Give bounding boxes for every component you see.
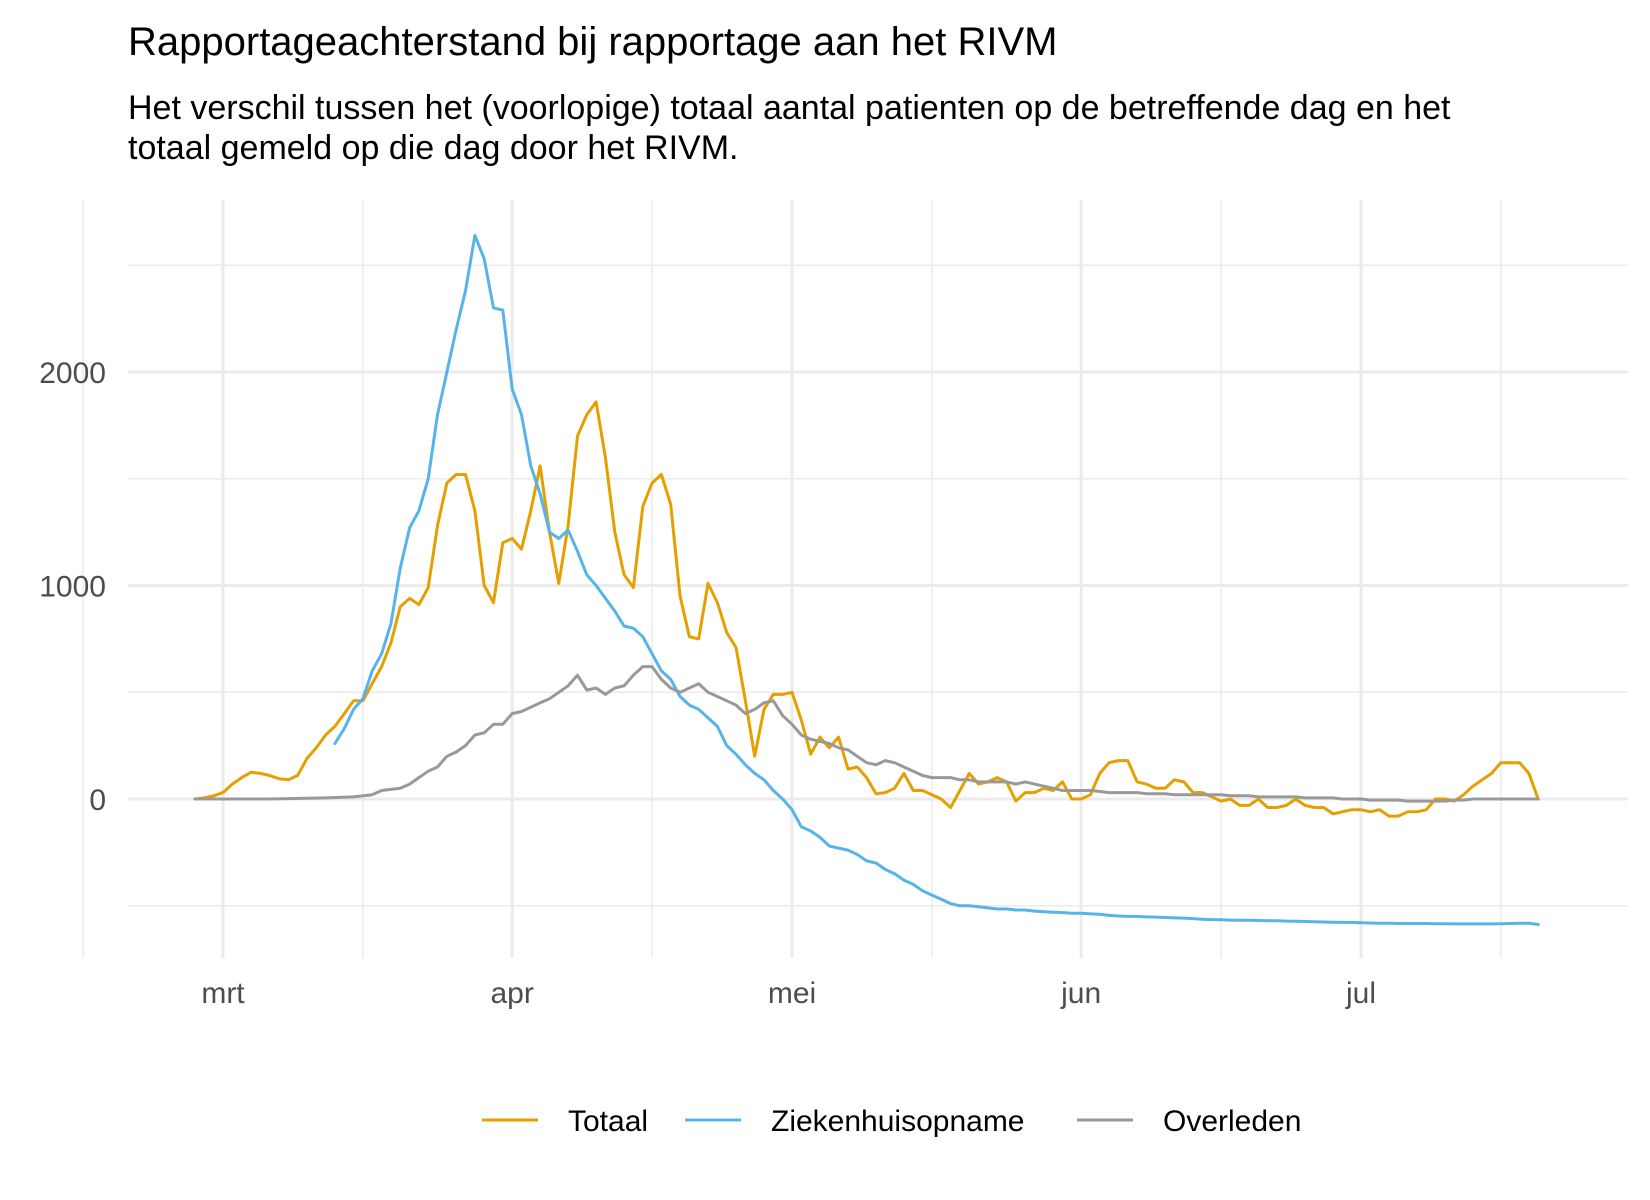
x-tick-label: apr — [490, 977, 533, 1010]
legend-label-totaal: Totaal — [568, 1105, 648, 1138]
series-line-overleden — [193, 665, 1540, 803]
chart-subtitle: Het verschil tussen het (voorlopige) tot… — [128, 89, 1451, 167]
chart-title: Rapportageachterstand bij rapportage aan… — [128, 20, 1058, 64]
x-tick-label: jun — [1060, 977, 1101, 1010]
legend-label-ziekenhuisopname: Ziekenhuisopname — [771, 1105, 1025, 1138]
axis-ticks: 0 1000 2000 mrt apr mei jun jul — [39, 357, 1376, 1010]
x-tick-label: jul — [1345, 977, 1376, 1010]
y-tick-label: 2000 — [39, 357, 106, 390]
x-tick-label: mei — [768, 977, 816, 1010]
y-tick-label: 0 — [89, 784, 106, 817]
x-tick-label: mrt — [201, 977, 245, 1010]
series-line-ziekenhuisopname — [333, 233, 1540, 926]
legend-label-overleden: Overleden — [1163, 1105, 1301, 1138]
grid-lines — [82, 200, 1628, 958]
series-line-totaal — [193, 400, 1540, 818]
y-tick-label: 1000 — [39, 571, 106, 604]
legend: Totaal Ziekenhuisopname Overleden — [482, 1105, 1301, 1138]
series-lines — [193, 233, 1540, 926]
